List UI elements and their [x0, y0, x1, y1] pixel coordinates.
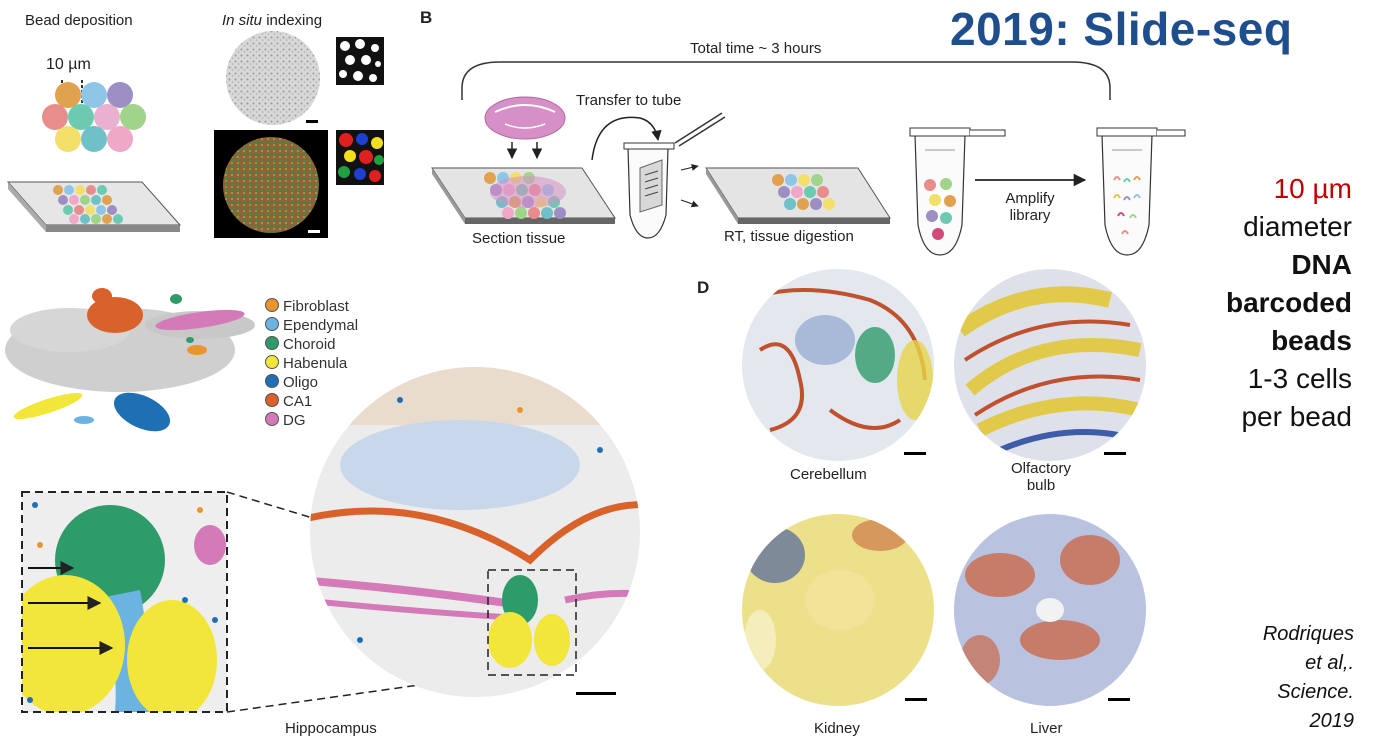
in-situ-italic: In situ — [222, 12, 263, 29]
legend-item-ependymal: Ependymal — [265, 317, 358, 334]
panel-d-letter: D — [697, 278, 710, 297]
indexing-text: indexing — [262, 12, 323, 29]
indexing-gray-puck — [226, 31, 320, 125]
citation-line-1: Rodriques — [1262, 623, 1354, 645]
panel-b-letter: B — [420, 8, 433, 27]
in-situ-indexing-label: In situ indexing — [222, 12, 322, 29]
hippocampus-label: Hippocampus — [285, 720, 377, 737]
olfactory-line-2: bulb — [1026, 477, 1056, 494]
transfer-tube-label: Transfer to tube — [576, 92, 682, 109]
kidney-puck — [742, 514, 934, 706]
bead-scale-label: 10 µm — [46, 56, 91, 73]
ependymal-swatch — [265, 317, 279, 331]
library-tube — [1096, 127, 1186, 256]
bead-description: 10 µm diameter DNA barcoded beads 1-3 ce… — [1226, 170, 1352, 436]
hippocampus-puck — [310, 367, 640, 697]
legend-item-habenula: Habenula — [265, 355, 347, 372]
legend-item-fibroblast: Fibroblast — [265, 298, 349, 315]
bead-slide — [6, 181, 182, 232]
section-tissue-label: Section tissue — [472, 230, 566, 247]
choroid-swatch — [265, 336, 279, 350]
olfactory-line-1: Olfactory — [1010, 460, 1071, 477]
legend-item-oligo: Oligo — [265, 374, 318, 391]
indexing-color-zoom — [336, 130, 384, 185]
oligo-swatch — [265, 374, 279, 388]
dg-swatch — [265, 412, 279, 426]
citation-line-4: 2019 — [1309, 710, 1355, 732]
citation-line-3: Science. — [1277, 681, 1354, 703]
brain-section — [484, 96, 566, 160]
bead-per-bead: per bead — [1241, 401, 1352, 432]
transfer-tube — [623, 112, 726, 239]
transfer-arrow — [591, 116, 662, 161]
kidney-label: Kidney — [814, 720, 860, 737]
legend-item-choroid: Choroid — [265, 336, 336, 353]
hippocampus-zoom-inset — [21, 491, 228, 713]
cerebellum-label: Cerebellum — [790, 466, 867, 483]
legend-item-ca1: CA1 — [265, 393, 312, 410]
citation: Rodriques et al,. Science. 2019 — [1263, 620, 1354, 736]
fibroblast-swatch — [265, 298, 279, 312]
bead-size: 10 µm — [1273, 173, 1352, 204]
amplify-line-1: Amplify — [1005, 190, 1055, 207]
liver-puck — [954, 514, 1146, 706]
bead-barcoded: barcoded — [1225, 287, 1352, 318]
slide-title: 2019: Slide-seq — [950, 3, 1293, 55]
olfactory-bulb-label: Olfactory bulb — [1005, 460, 1077, 494]
cell-type-embedding — [5, 288, 255, 432]
digestion-slide — [705, 167, 891, 224]
ca1-swatch — [265, 393, 279, 407]
bead-deposition-label: Bead deposition — [25, 12, 133, 29]
indexing-bw-zoom — [336, 37, 384, 85]
bead-cluster — [42, 80, 146, 152]
liver-label: Liver — [1030, 720, 1063, 737]
section-slide — [431, 167, 616, 224]
indexing-color-puck — [214, 130, 328, 238]
habenula-swatch — [265, 355, 279, 369]
bead-cells: 1-3 cells — [1247, 363, 1352, 394]
cerebellum-puck — [742, 269, 934, 461]
total-time-label: Total time ~ 3 hours — [690, 40, 822, 57]
amplify-line-2: library — [1009, 207, 1051, 224]
total-time-bracket — [461, 61, 1111, 100]
citation-line-2: et al,. — [1305, 652, 1354, 674]
bead-tube — [909, 127, 1006, 256]
legend-item-dg: DG — [265, 412, 306, 429]
rt-digestion-label: RT, tissue digestion — [724, 228, 854, 245]
bead-dna: DNA — [1291, 249, 1352, 280]
bead-diameter: diameter — [1243, 211, 1352, 242]
bead-beads: beads — [1271, 325, 1352, 356]
olfactory-bulb-puck — [954, 269, 1146, 461]
amplify-label: Amplify library — [1000, 190, 1060, 224]
